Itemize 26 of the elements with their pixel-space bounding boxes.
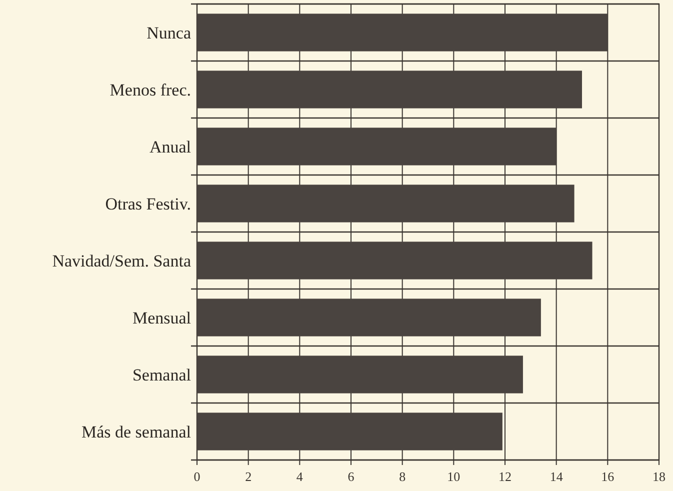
y-tick-label: Más de semanal [81,422,192,442]
y-tick-label: Navidad/Sem. Santa [52,251,192,270]
bar [197,128,556,166]
x-tick-label: 12 [498,469,512,484]
x-tick-label: 16 [601,469,615,484]
bar [197,242,592,280]
y-tick-label: Otras Festiv. [105,194,191,214]
bar [197,14,608,52]
y-tick-label: Mensual [132,308,192,328]
x-tick-label: 8 [399,469,406,484]
bar [197,356,523,394]
x-tick-label: 10 [447,469,460,484]
y-tick-label: Anual [149,137,192,156]
bar [197,70,582,108]
y-tick-label: Menos frec. [110,80,191,100]
bar [197,184,574,222]
bar [197,298,541,336]
x-tick-label: 0 [194,469,200,484]
y-tick-label: Nunca [146,23,192,42]
x-tick-label: 18 [652,469,666,484]
x-tick-label: 4 [296,469,304,484]
x-tick-label: 14 [550,469,564,484]
y-tick-label: Semanal [132,365,192,384]
bar [197,412,502,450]
x-tick-label: 2 [245,469,252,484]
x-tick-label: 6 [348,469,355,484]
